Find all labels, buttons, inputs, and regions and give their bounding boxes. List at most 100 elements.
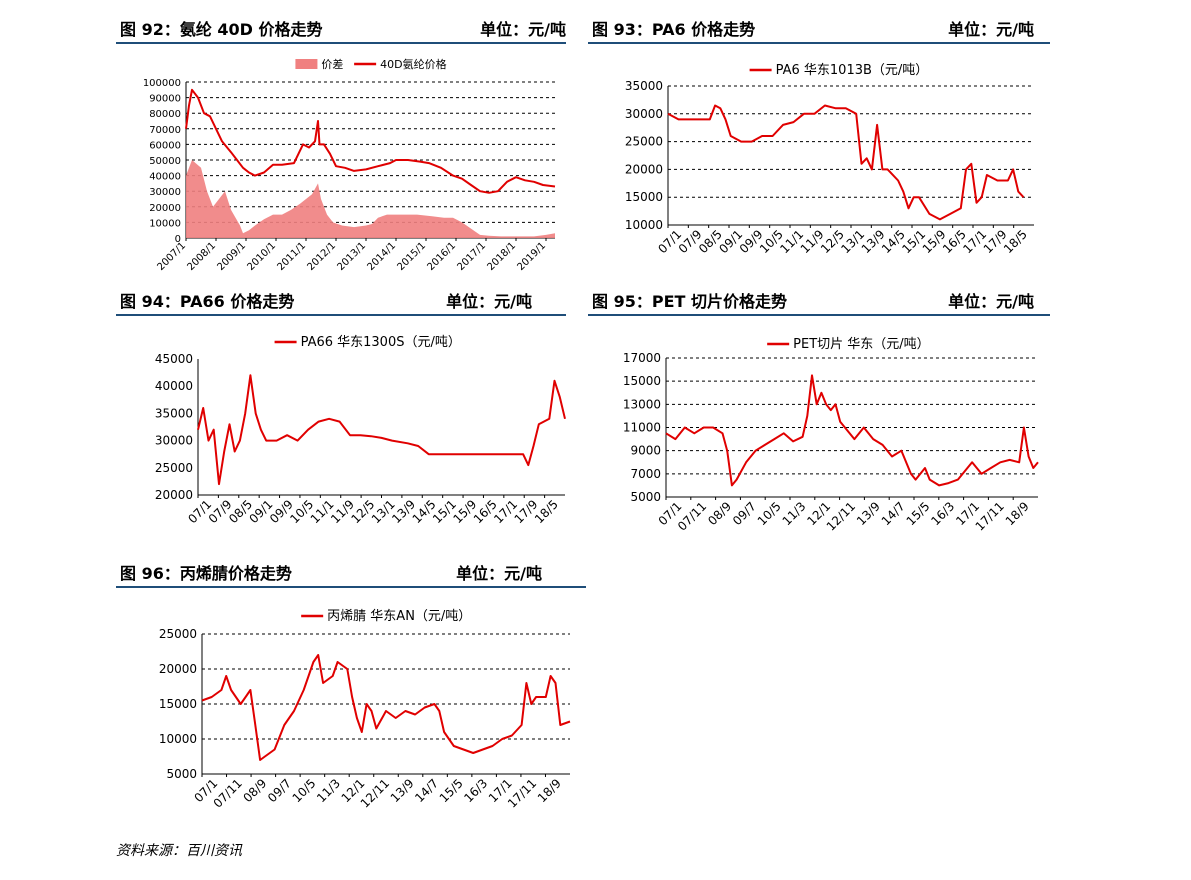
y-tick-label: 20000 xyxy=(625,162,663,176)
title-rule xyxy=(116,586,586,588)
y-tick-label: 25000 xyxy=(625,135,663,149)
chart-93: 10000150002000025000300003500007/107/908… xyxy=(625,63,1034,256)
panel-92-header: 图 92：氨纶 40D 价格走势 单位：元/吨 xyxy=(120,18,566,42)
legend-label: PA66 华东1300S（元/吨） xyxy=(301,335,461,350)
x-tick-label: 16/3 xyxy=(928,499,957,528)
x-tick-label: 2018/1 xyxy=(485,240,518,273)
x-tick-label: 11/3 xyxy=(780,499,809,528)
series-line xyxy=(197,374,566,486)
legend-label: PET切片 华东（元/吨） xyxy=(793,337,930,352)
unit-label: 单位：元/吨 xyxy=(948,20,1034,39)
legend-label: PA6 华东1013B（元/吨） xyxy=(776,63,929,78)
y-tick-label: 17000 xyxy=(623,351,661,365)
x-tick-label: 09/7 xyxy=(730,499,759,528)
y-tick-label: 5000 xyxy=(166,767,197,781)
source-note: 资料来源：百川资讯 xyxy=(116,843,242,859)
chart-title: 图 94：PA66 价格走势 xyxy=(120,292,295,311)
title-rule xyxy=(588,42,1050,44)
x-tick-label: 07/11 xyxy=(211,776,245,810)
x-tick-label: 18/9 xyxy=(535,776,564,805)
panel-93-header: 图 93：PA6 价格走势 单位：元/吨 xyxy=(592,18,1034,42)
x-tick-label: 2019/1 xyxy=(515,240,548,273)
x-tick-label: 15/5 xyxy=(437,776,466,805)
x-tick-label: 2009/1 xyxy=(215,240,248,273)
chart-title: 图 96：丙烯腈价格走势 xyxy=(120,564,292,583)
y-tick-label: 20000 xyxy=(149,203,181,214)
x-tick-label: 2013/1 xyxy=(335,240,368,273)
x-tick-label: 2007/1 xyxy=(155,240,188,273)
x-tick-label: 2011/1 xyxy=(275,240,308,273)
x-tick-label: 2014/1 xyxy=(365,240,398,273)
title-rule xyxy=(116,42,566,44)
y-tick-label: 35000 xyxy=(155,406,193,420)
x-tick-label: 17/11 xyxy=(505,776,539,810)
y-tick-label: 20000 xyxy=(159,662,197,676)
x-tick-label: 2016/1 xyxy=(425,240,458,273)
series-line xyxy=(667,104,1025,221)
unit-label: 单位：元/吨 xyxy=(480,20,566,39)
y-tick-label: 15000 xyxy=(159,697,197,711)
x-tick-label: 18/9 xyxy=(1003,499,1032,528)
title-rule xyxy=(588,314,1050,316)
legend-swatch xyxy=(295,59,318,69)
y-tick-label: 100000 xyxy=(143,78,181,89)
x-tick-label: 18/5 xyxy=(1001,227,1030,256)
y-tick-label: 40000 xyxy=(149,172,181,183)
x-tick-label: 12/11 xyxy=(824,499,858,533)
x-tick-label: 10/5 xyxy=(290,776,319,805)
chart-95: 5000700090001100013000150001700007/107/1… xyxy=(623,337,1039,534)
y-tick-label: 11000 xyxy=(623,421,661,435)
x-tick-label: 11/3 xyxy=(314,776,343,805)
panel-96-header: 图 96：丙烯腈价格走势 单位：元/吨 xyxy=(120,562,542,586)
x-tick-label: 17/11 xyxy=(973,499,1007,533)
series-line xyxy=(185,88,556,194)
y-tick-label: 25000 xyxy=(159,627,197,641)
legend-label: 价差 xyxy=(321,57,343,71)
y-tick-label: 30000 xyxy=(149,187,181,198)
y-tick-label: 25000 xyxy=(155,461,193,475)
chart-title: 图 92：氨纶 40D 价格走势 xyxy=(120,20,323,39)
panel-94-header: 图 94：PA66 价格走势 单位：元/吨 xyxy=(120,290,532,314)
x-tick-label: 18/5 xyxy=(532,497,561,526)
chart-title: 图 95：PET 切片价格走势 xyxy=(592,292,787,311)
unit-label: 单位：元/吨 xyxy=(456,564,542,583)
x-tick-label: 08/9 xyxy=(705,499,734,528)
y-tick-label: 15000 xyxy=(623,374,661,388)
y-tick-label: 90000 xyxy=(149,94,181,105)
x-tick-label: 10/5 xyxy=(755,499,784,528)
y-tick-label: 80000 xyxy=(149,109,181,120)
x-tick-label: 2008/1 xyxy=(185,240,218,273)
x-tick-label: 14/7 xyxy=(412,776,441,805)
y-tick-label: 60000 xyxy=(149,140,181,151)
unit-label: 单位：元/吨 xyxy=(948,292,1034,311)
chart-94: 20000250003000035000400004500007/107/908… xyxy=(155,335,566,526)
y-tick-label: 20000 xyxy=(155,488,193,502)
legend-label: 丙烯腈 华东AN（元/吨） xyxy=(327,609,471,624)
x-tick-label: 2017/1 xyxy=(455,240,488,273)
y-tick-label: 30000 xyxy=(155,434,193,448)
title-rule xyxy=(116,314,566,316)
y-tick-label: 7000 xyxy=(630,467,661,481)
y-tick-label: 70000 xyxy=(149,125,181,136)
x-tick-label: 2012/1 xyxy=(305,240,338,273)
y-tick-label: 0 xyxy=(175,234,181,245)
series-line xyxy=(665,374,1039,487)
y-tick-label: 35000 xyxy=(625,79,663,93)
x-tick-label: 2015/1 xyxy=(395,240,428,273)
panel-95-header: 图 95：PET 切片价格走势 单位：元/吨 xyxy=(592,290,1034,314)
series-line xyxy=(201,654,571,761)
x-tick-label: 16/3 xyxy=(461,776,490,805)
y-tick-label: 10000 xyxy=(625,218,663,232)
y-tick-label: 10000 xyxy=(149,218,181,229)
x-tick-label: 09/7 xyxy=(265,776,294,805)
y-tick-label: 50000 xyxy=(149,156,181,167)
x-tick-label: 14/7 xyxy=(879,499,908,528)
y-tick-label: 13000 xyxy=(623,397,661,411)
y-tick-label: 30000 xyxy=(625,107,663,121)
x-tick-label: 15/5 xyxy=(904,499,933,528)
legend-label: 40D氨纶价格 xyxy=(380,57,446,71)
y-tick-label: 40000 xyxy=(155,379,193,393)
y-tick-label: 9000 xyxy=(630,444,661,458)
x-tick-label: 08/9 xyxy=(240,776,269,805)
y-tick-label: 10000 xyxy=(159,732,197,746)
